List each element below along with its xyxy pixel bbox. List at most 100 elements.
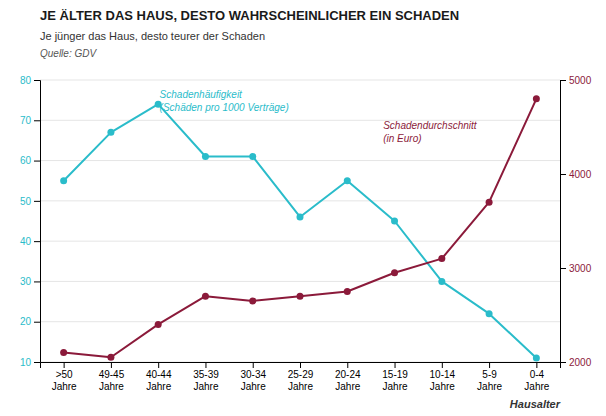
- x-tick-label-line: 20-24: [335, 369, 361, 380]
- x-axis: >50Jahre49-45Jahre40-44Jahre35-39Jahre30…: [41, 362, 561, 392]
- grid-line: [40, 281, 560, 282]
- x-tick-label-line: 49-45: [99, 369, 125, 380]
- x-tick: 49-45Jahre: [99, 362, 125, 392]
- y-tick-mark: [34, 161, 40, 162]
- y2-tick-mark: [560, 80, 566, 81]
- x-tick-label-line: Jahre: [241, 381, 266, 392]
- y-tick-label: 70: [20, 115, 32, 126]
- x-tick-mark: [64, 362, 65, 368]
- y-axis-line: [34, 81, 41, 363]
- point: [60, 177, 67, 184]
- x-tick-label-line: Jahre: [52, 381, 77, 392]
- x-tick-label: 35-39Jahre: [193, 369, 219, 392]
- series: [60, 95, 540, 361]
- y-tick: 40: [20, 236, 40, 247]
- title: JE ÄLTER DAS HAUS, DESTO WAHRSCHEINLICHE…: [40, 8, 459, 23]
- y-tick-mark: [34, 120, 40, 121]
- point: [249, 153, 256, 160]
- x-tick-label: 10-14Jahre: [430, 369, 456, 392]
- x-tick-label: 20-24Jahre: [335, 369, 361, 392]
- x-tick-mark: [111, 362, 112, 368]
- grid-line: [40, 241, 560, 242]
- y2-tick-label: 3000: [569, 263, 592, 274]
- annotation-line: (Schäden pro 1000 Verträge): [160, 102, 289, 113]
- x-tick-label: 40-44Jahre: [146, 369, 172, 392]
- x-tick-mark: [300, 362, 301, 368]
- x-tick-mark: [253, 362, 254, 368]
- x-tick-label-line: Jahre: [146, 381, 171, 392]
- x-tick-label: 0-4Jahre: [524, 369, 549, 392]
- y-tick-label: 20: [20, 316, 32, 327]
- point: [107, 129, 114, 136]
- x-tick-label-line: Jahre: [430, 381, 455, 392]
- y2-axis: 2000 3000 4000 5000: [560, 75, 592, 368]
- y-tick-mark: [34, 201, 40, 202]
- grid-line: [40, 160, 560, 161]
- x-tick-label-line: 10-14: [430, 369, 456, 380]
- point: [107, 354, 114, 361]
- annotation-line: Schadenhäufigkeit: [160, 89, 244, 100]
- y2-tick: 3000: [560, 263, 592, 274]
- x-tick-label: 5-9Jahre: [477, 369, 502, 392]
- y-tick-mark: [34, 281, 40, 282]
- y-tick: 20: [20, 316, 40, 327]
- y-tick: 50: [20, 196, 40, 207]
- y-tick-label: 50: [20, 196, 32, 207]
- x-tick-label-line: Jahre: [524, 381, 549, 392]
- x-tick-label: 30-34Jahre: [240, 369, 266, 392]
- x-tick-mark: [205, 362, 206, 368]
- annotation: Schadendurchschnitt(in Euro): [383, 120, 478, 144]
- y2-tick-label: 4000: [569, 169, 592, 180]
- grid-line: [40, 120, 560, 121]
- x-tick: 25-29Jahre: [288, 362, 314, 392]
- x-tick-label: 15-19Jahre: [382, 369, 408, 392]
- point: [533, 354, 540, 361]
- x-tick-label-line: Jahre: [288, 381, 313, 392]
- point: [202, 293, 209, 300]
- line: [64, 99, 537, 358]
- y-tick-mark: [34, 80, 40, 81]
- x-tick-label-line: 0-4: [530, 369, 545, 380]
- y-tick: 70: [20, 115, 40, 126]
- chart: JE ÄLTER DAS HAUS, DESTO WAHRSCHEINLICHE…: [0, 0, 606, 416]
- y-tick: 80: [20, 75, 40, 86]
- point: [297, 213, 304, 220]
- x-axis-title: Hausalter: [510, 398, 561, 410]
- point: [155, 321, 162, 328]
- x-tick: 0-4Jahre: [524, 362, 549, 392]
- y-tick: 10: [20, 357, 40, 368]
- point: [391, 218, 398, 225]
- y2-tick-label: 2000: [569, 357, 592, 368]
- x-tick-label-line: 5-9: [482, 369, 497, 380]
- point: [297, 293, 304, 300]
- point: [344, 288, 351, 295]
- grid: [40, 80, 560, 362]
- x-tick-label: 25-29Jahre: [288, 369, 314, 392]
- x-tick: 30-34Jahre: [240, 362, 266, 392]
- x-tick-mark: [489, 362, 490, 368]
- x-tick-label-line: 35-39: [193, 369, 219, 380]
- y2-axis-line: [561, 81, 567, 363]
- x-tick: 35-39Jahre: [193, 362, 219, 392]
- y-tick: 60: [20, 155, 40, 166]
- point: [486, 199, 493, 206]
- y2-tick-label: 5000: [569, 75, 592, 86]
- point: [533, 95, 540, 102]
- y-tick-label: 10: [20, 357, 32, 368]
- y-tick-label: 40: [20, 236, 32, 247]
- x-tick-label-line: Jahre: [477, 381, 502, 392]
- y2-tick-mark: [560, 174, 566, 175]
- y-tick-mark: [34, 322, 40, 323]
- y-tick-mark: [34, 362, 40, 363]
- grid-line: [40, 80, 560, 81]
- x-tick-mark: [536, 362, 537, 368]
- point: [60, 349, 67, 356]
- y2-tick-mark: [560, 268, 566, 269]
- annotation: Schadenhäufigkeit (Schäden pro 1000 Vertr…: [160, 89, 289, 113]
- x-tick-label-line: Jahre: [335, 381, 360, 392]
- y2-tick: 2000: [560, 357, 592, 368]
- x-tick: 5-9Jahre: [477, 362, 502, 392]
- subtitle: Je jünger das Haus, desto teurer der Sch…: [40, 30, 265, 42]
- grid-line: [40, 200, 560, 201]
- x-tick: 40-44Jahre: [146, 362, 172, 392]
